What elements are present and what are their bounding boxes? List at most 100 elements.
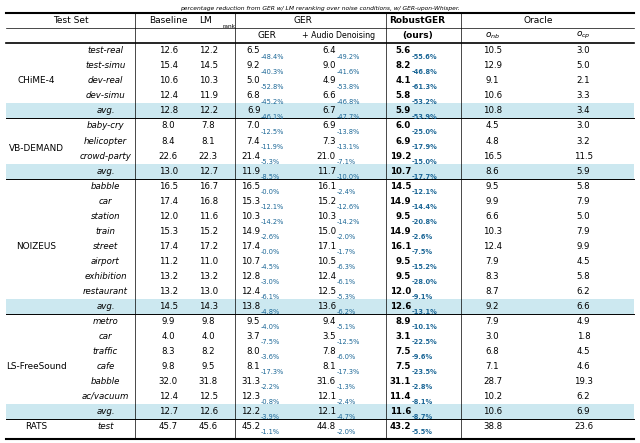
Text: Oracle: Oracle [524, 16, 553, 25]
Text: 9.5: 9.5 [396, 272, 411, 281]
Text: VB-DEMAND: VB-DEMAND [9, 144, 64, 153]
Text: -20.8%: -20.8% [412, 219, 438, 225]
Text: 6.2: 6.2 [577, 287, 590, 296]
Text: -0.0%: -0.0% [261, 249, 280, 255]
Text: -61.3%: -61.3% [412, 84, 438, 89]
Text: 6.5: 6.5 [247, 47, 260, 55]
Text: 8.2: 8.2 [202, 347, 215, 356]
Text: 45.7: 45.7 [159, 422, 178, 431]
Text: -48.4%: -48.4% [261, 54, 285, 59]
Text: 9.2: 9.2 [486, 302, 499, 311]
Text: -12.6%: -12.6% [336, 204, 360, 210]
Text: 9.5: 9.5 [202, 362, 215, 371]
Text: -53.9%: -53.9% [412, 114, 437, 120]
Text: 3.7: 3.7 [247, 332, 260, 341]
Text: 4.8: 4.8 [486, 136, 499, 145]
Text: 1.8: 1.8 [577, 332, 590, 341]
Text: 7.5: 7.5 [396, 347, 411, 356]
Text: -8.5%: -8.5% [261, 174, 280, 180]
Text: 12.4: 12.4 [159, 91, 178, 101]
Text: 12.4: 12.4 [159, 392, 178, 401]
Text: 9.8: 9.8 [202, 317, 215, 326]
Text: car: car [99, 332, 112, 341]
Text: RobustGER: RobustGER [389, 16, 445, 25]
Text: 14.5: 14.5 [390, 182, 411, 190]
Text: 6.8: 6.8 [247, 91, 260, 101]
Text: restaurant: restaurant [83, 287, 128, 296]
Text: 16.1: 16.1 [317, 182, 336, 190]
Text: 8.9: 8.9 [396, 317, 411, 326]
Text: 22.3: 22.3 [199, 152, 218, 160]
Text: -1.3%: -1.3% [336, 384, 355, 390]
Text: 7.8: 7.8 [322, 347, 336, 356]
Text: -55.6%: -55.6% [412, 54, 437, 59]
Text: 6.6: 6.6 [486, 212, 499, 221]
Text: -53.8%: -53.8% [336, 84, 360, 89]
Text: 11.9: 11.9 [241, 167, 260, 175]
Text: -6.3%: -6.3% [336, 264, 355, 270]
Text: 5.8: 5.8 [577, 272, 590, 281]
Text: 31.3: 31.3 [241, 377, 260, 386]
Text: -2.4%: -2.4% [336, 189, 356, 195]
Text: -7.5%: -7.5% [412, 249, 433, 255]
Text: rank: rank [222, 23, 235, 28]
Text: -3.0%: -3.0% [261, 279, 280, 285]
Text: 12.4: 12.4 [241, 287, 260, 296]
Text: 3.3: 3.3 [577, 91, 590, 101]
Text: 12.8: 12.8 [159, 106, 178, 116]
Text: 21.4: 21.4 [241, 152, 260, 160]
Text: 5.6: 5.6 [396, 47, 411, 55]
Text: 10.7: 10.7 [390, 167, 411, 175]
Text: percentage reduction from GER w/ LM reranking over noise conditions, w/ GER-upon: percentage reduction from GER w/ LM rera… [180, 6, 460, 11]
Text: 12.2: 12.2 [241, 407, 260, 416]
Text: 6.9: 6.9 [322, 121, 336, 131]
Text: 15.4: 15.4 [159, 62, 178, 70]
Text: 6.9: 6.9 [247, 106, 260, 116]
Text: 9.1: 9.1 [486, 76, 499, 85]
Text: 4.5: 4.5 [577, 257, 590, 266]
Text: -47.7%: -47.7% [336, 114, 360, 120]
FancyBboxPatch shape [6, 404, 634, 419]
Text: exhibition: exhibition [84, 272, 127, 281]
Text: -2.0%: -2.0% [336, 234, 356, 240]
Text: 4.5: 4.5 [486, 121, 499, 131]
Text: 23.6: 23.6 [574, 422, 593, 431]
Text: 45.6: 45.6 [199, 422, 218, 431]
Text: 13.6: 13.6 [317, 302, 336, 311]
Text: CHiME-4: CHiME-4 [18, 76, 55, 85]
Text: 8.7: 8.7 [486, 287, 499, 296]
Text: 10.8: 10.8 [483, 106, 502, 116]
Text: 11.0: 11.0 [199, 257, 218, 266]
Text: 15.0: 15.0 [317, 227, 336, 236]
Text: 7.9: 7.9 [486, 257, 499, 266]
Text: 15.2: 15.2 [317, 197, 336, 206]
Text: $o_{cp}$: $o_{cp}$ [576, 30, 591, 41]
Text: 4.5: 4.5 [577, 347, 590, 356]
Text: 10.5: 10.5 [317, 257, 336, 266]
Text: 8.6: 8.6 [486, 167, 499, 175]
Text: -6.1%: -6.1% [261, 294, 280, 300]
Text: 8.1: 8.1 [202, 136, 215, 145]
Text: airport: airport [91, 257, 120, 266]
Text: 4.1: 4.1 [396, 76, 411, 85]
Text: 11.6: 11.6 [199, 212, 218, 221]
Text: -6.1%: -6.1% [336, 279, 355, 285]
Text: 12.3: 12.3 [241, 392, 260, 401]
Text: 8.0: 8.0 [161, 121, 175, 131]
Text: 5.0: 5.0 [577, 212, 590, 221]
FancyBboxPatch shape [6, 104, 634, 118]
Text: -4.7%: -4.7% [336, 414, 356, 420]
Text: 6.8: 6.8 [486, 347, 499, 356]
Text: -14.2%: -14.2% [336, 219, 360, 225]
Text: babble: babble [91, 377, 120, 386]
Text: 13.2: 13.2 [199, 272, 218, 281]
Text: 31.6: 31.6 [317, 377, 336, 386]
Text: 3.5: 3.5 [322, 332, 336, 341]
Text: -46.1%: -46.1% [261, 114, 284, 120]
Text: 12.0: 12.0 [159, 212, 178, 221]
Text: 17.2: 17.2 [199, 242, 218, 251]
Text: 7.3: 7.3 [322, 136, 336, 145]
Text: NOIZEUS: NOIZEUS [17, 242, 56, 251]
Text: 12.5: 12.5 [199, 392, 218, 401]
Text: 4.9: 4.9 [577, 317, 590, 326]
